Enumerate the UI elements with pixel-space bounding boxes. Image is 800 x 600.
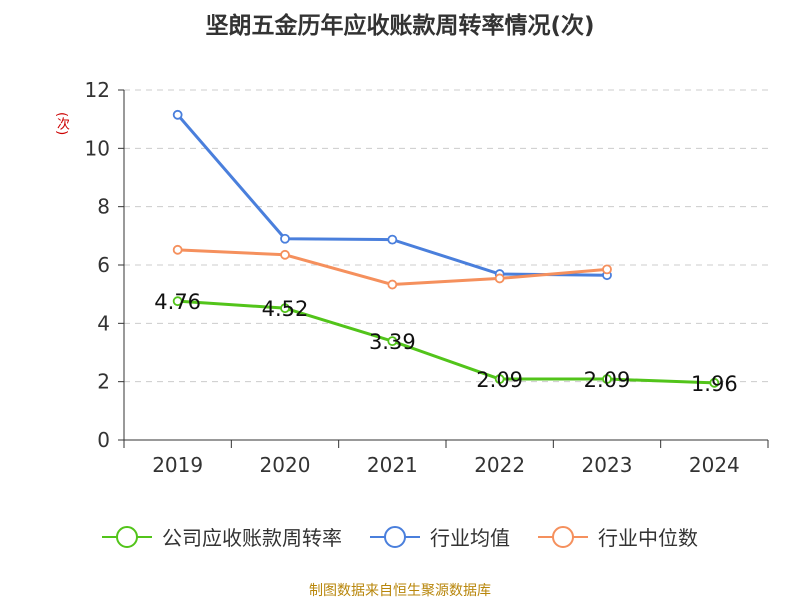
chart-title: 坚朗五金历年应收账款周转率情况(次) — [205, 13, 595, 39]
y-tick-label: 0 — [97, 428, 110, 452]
data-point-1 — [280, 233, 290, 244]
data-point-1 — [172, 109, 183, 120]
y-tick-label: 2 — [97, 370, 110, 394]
x-tick-label: 2024 — [689, 453, 740, 477]
data-point-0 — [387, 336, 398, 347]
y-tick-label: 12 — [85, 78, 110, 102]
data-point-0 — [709, 377, 720, 388]
data-point-1 — [387, 234, 398, 245]
chart-legend: 公司应收账款周转率 行业均值 行业中位数 — [0, 522, 800, 551]
series-line-0 — [177, 299, 715, 385]
data-point-2 — [494, 273, 505, 284]
data-source-note: 制图数据来自恒生聚源数据库 — [309, 583, 491, 599]
data-label: 4.76 — [154, 290, 201, 314]
x-tick-label: 2020 — [260, 453, 311, 477]
legend-label-company: 公司应收账款周转率 — [162, 526, 342, 550]
data-point-0 — [602, 374, 612, 384]
line-chart: 0 2 4 6 8 10 12 2019 2020 2021 2022 2023 2024 4.76 4.5… — [85, 78, 769, 477]
x-tick-label: 2022 — [474, 453, 525, 477]
y-axis-unit-label: (次) — [54, 112, 69, 136]
data-point-2 — [280, 249, 290, 260]
data-point-2 — [172, 244, 183, 255]
data-point-0 — [280, 303, 290, 314]
x-tick-label: 2021 — [367, 453, 418, 477]
legend-item-industry-median[interactable]: 行业中位数 — [538, 522, 698, 551]
legend-item-industry-average[interactable]: 行业均值 — [370, 522, 510, 551]
legend-marker-industry-average — [370, 525, 420, 549]
data-point-0 — [494, 374, 505, 384]
y-tick-label: 10 — [85, 136, 110, 160]
y-tick-label: 6 — [97, 253, 110, 277]
data-label: 4.52 — [262, 297, 309, 321]
data-label: 2.09 — [584, 368, 631, 392]
y-tick-label: 4 — [97, 311, 110, 335]
legend-label-industry-average: 行业均值 — [430, 526, 510, 550]
legend-item-company[interactable]: 公司应收账款周转率 — [102, 522, 342, 551]
data-point-0 — [172, 296, 183, 307]
data-label: 3.39 — [369, 330, 416, 354]
legend-marker-company — [102, 525, 152, 549]
data-point-2 — [602, 264, 612, 275]
data-label: 2.09 — [476, 368, 523, 392]
x-tick-label: 2019 — [152, 453, 203, 477]
x-tick-label: 2023 — [582, 453, 633, 477]
legend-label-industry-median: 行业中位数 — [598, 526, 698, 550]
series-line-2 — [177, 248, 608, 287]
y-tick-label: 8 — [97, 195, 110, 219]
series-line-1 — [176, 113, 608, 277]
data-point-2 — [387, 279, 398, 290]
data-label: 1.96 — [691, 372, 738, 396]
legend-marker-industry-median — [538, 525, 588, 549]
